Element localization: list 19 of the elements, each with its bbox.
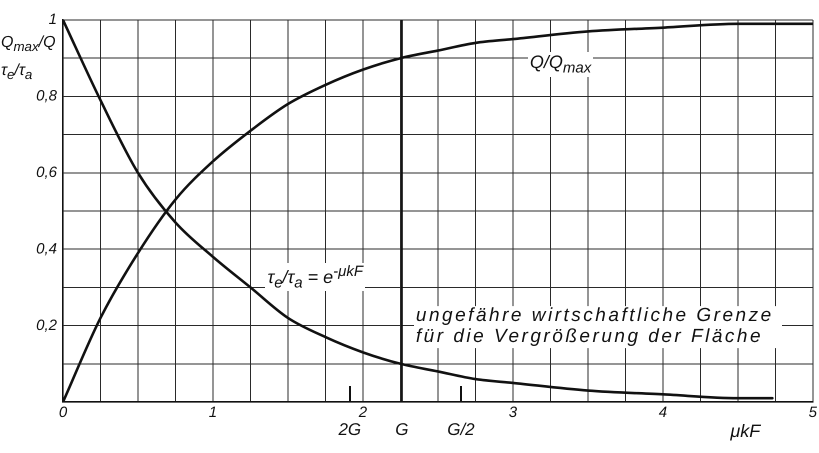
x-tick-label: 0 [58,404,68,422]
text: 2G [338,420,362,440]
y-tick-label: 0,6 [36,164,58,181]
text: G/2 [447,420,475,440]
series-label: Q/Q$_{max}$ [528,52,594,78]
y-tick-label: 0,8 [36,88,58,105]
ref-line-label: G [395,420,409,440]
series-label: τ$_{e}$/τ$_{a}$ = e$^{-μkF}$ [265,262,366,292]
y-tick-label: 0,4 [36,240,57,258]
y-tick-label: 1 [48,11,57,28]
x-tick-label: 5 [808,404,818,422]
x-axis-title: μkF [730,421,760,442]
y-tick-label: 0,2 [36,316,58,334]
x-tick-label: 1 [208,404,218,422]
x-tick-label: 4 [658,404,668,422]
x-tick-label: 2 [358,404,368,422]
x-tick-label: 3 [508,404,518,422]
text: Q$_{max}$/Q τ$_{e}$/τ$_{a}$ [1,34,56,82]
annotation: ungefähre wirtschaftliche Grenze für die Vergrößerung der Fläche [414,305,782,348]
